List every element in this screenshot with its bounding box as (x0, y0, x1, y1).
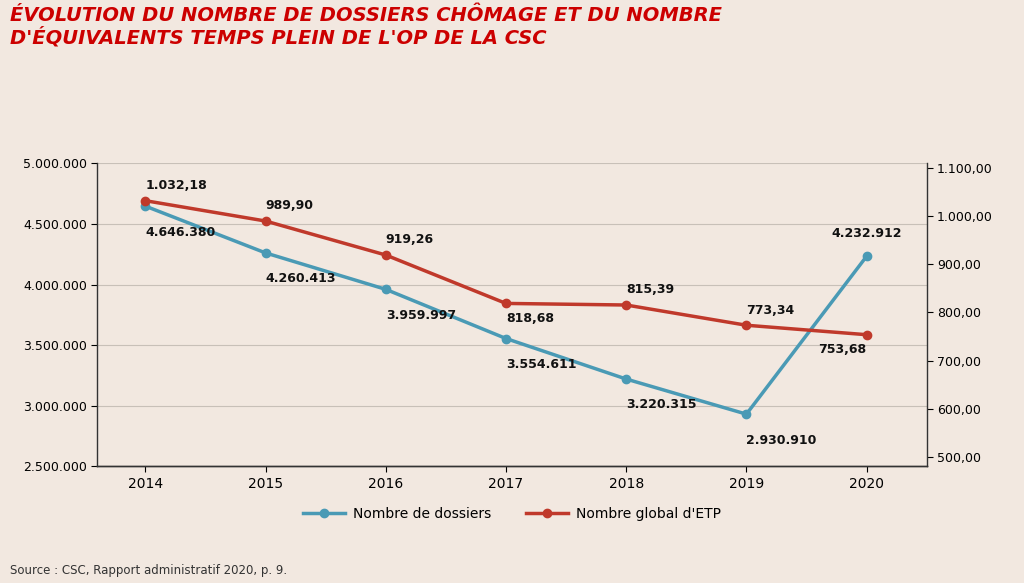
Text: 4.260.413: 4.260.413 (265, 272, 336, 285)
Text: 919,26: 919,26 (386, 233, 434, 247)
Text: 4.232.912: 4.232.912 (831, 227, 902, 241)
Text: 3.220.315: 3.220.315 (627, 398, 696, 412)
Text: Source : CSC, Rapport administratif 2020, p. 9.: Source : CSC, Rapport administratif 2020… (10, 564, 288, 577)
Text: 815,39: 815,39 (627, 283, 675, 296)
Legend: Nombre de dossiers, Nombre global d'ETP: Nombre de dossiers, Nombre global d'ETP (297, 501, 727, 526)
Text: 773,34: 773,34 (746, 304, 795, 317)
Text: 989,90: 989,90 (265, 199, 313, 212)
Text: 3.554.611: 3.554.611 (506, 358, 577, 371)
Text: ÉVOLUTION DU NOMBRE DE DOSSIERS CHÔMAGE ET DU NOMBRE
D'ÉQUIVALENTS TEMPS PLEIN D: ÉVOLUTION DU NOMBRE DE DOSSIERS CHÔMAGE … (10, 6, 722, 48)
Text: 1.032,18: 1.032,18 (145, 179, 207, 192)
Text: 4.646.380: 4.646.380 (145, 226, 216, 238)
Text: 3.959.997: 3.959.997 (386, 309, 456, 322)
Text: 753,68: 753,68 (818, 343, 866, 356)
Text: 2.930.910: 2.930.910 (746, 434, 817, 447)
Text: 818,68: 818,68 (506, 312, 554, 325)
